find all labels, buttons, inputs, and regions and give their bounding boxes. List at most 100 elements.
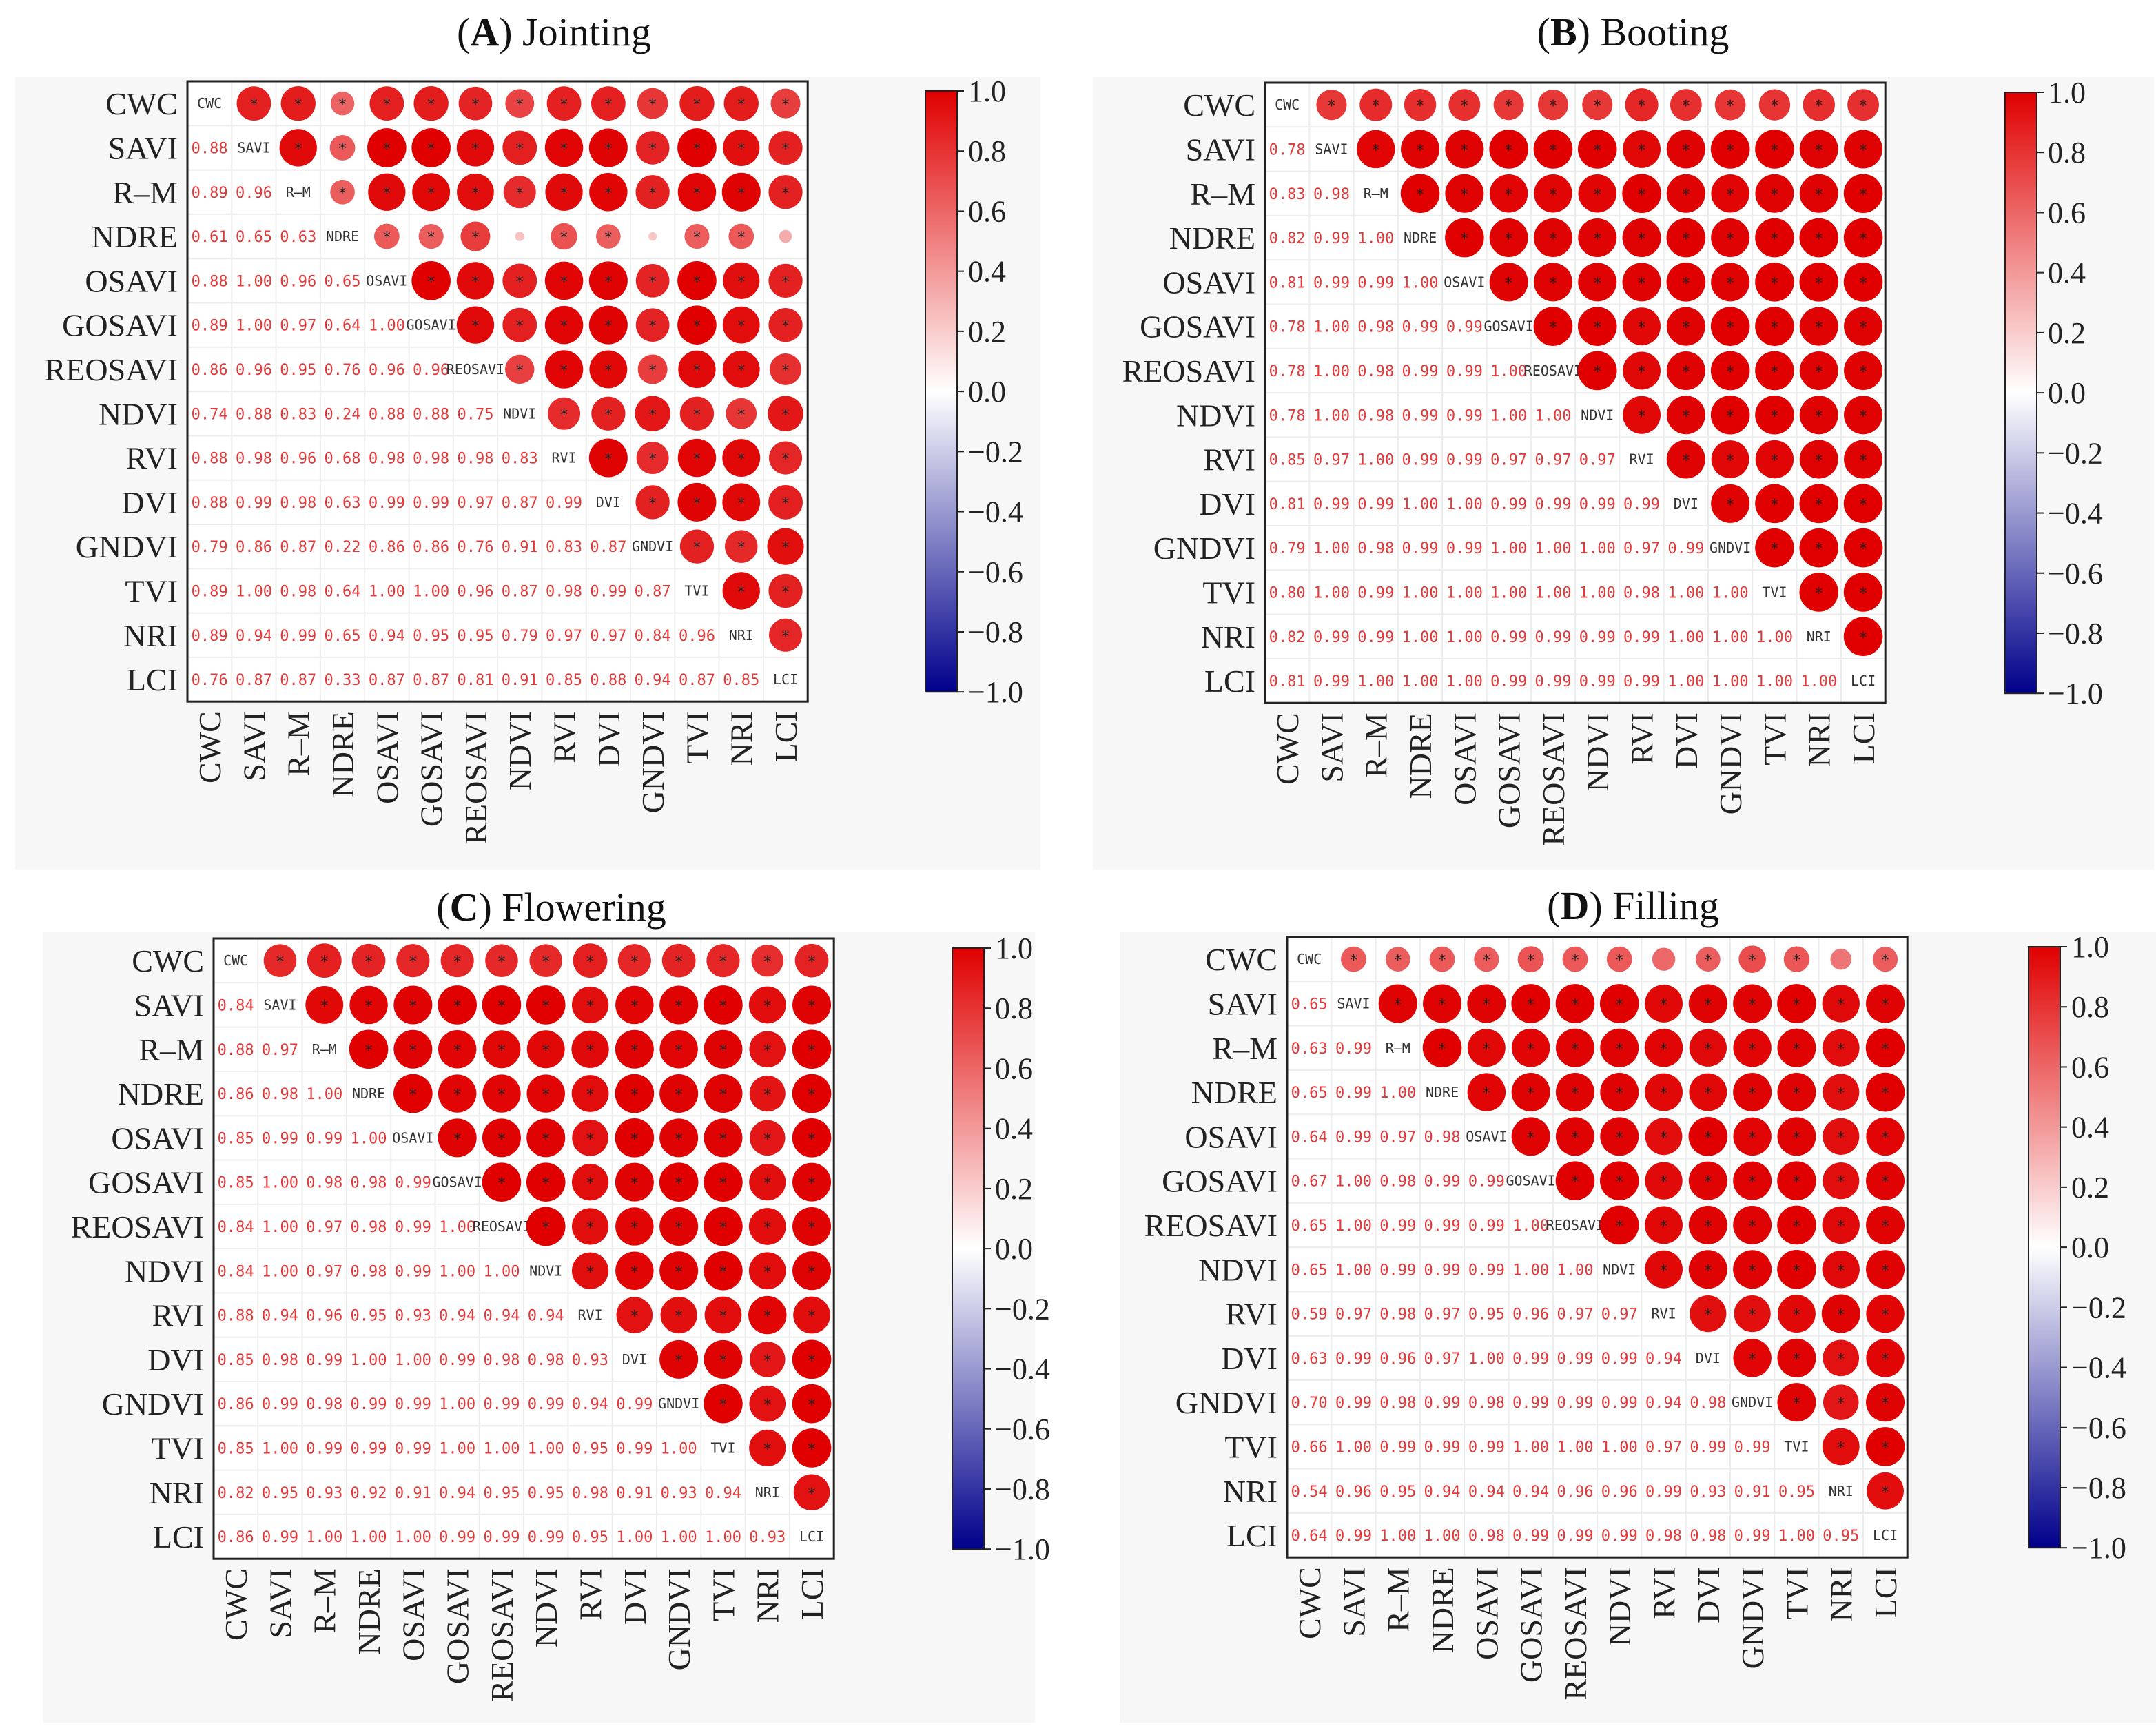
significance-star: * [1860,275,1867,292]
correlation-circle [572,1120,608,1156]
significance-star: * [1594,275,1601,292]
significance-star: * [1571,1041,1579,1058]
significance-star: * [737,362,745,380]
colorbar [952,947,985,1550]
correlation-circle [723,85,759,121]
value-label: 1.00 [1512,1218,1549,1235]
value-label: 0.86 [218,1529,254,1546]
row-label: DVI [147,1342,204,1377]
correlation-circle [722,351,760,388]
value-label: 0.99 [1645,1484,1682,1501]
significance-star: * [737,495,745,513]
value-label: 0.98 [280,495,316,512]
significance-star: * [1638,320,1645,337]
correlation-circle [1688,1117,1728,1156]
correlation-circle [792,985,832,1025]
value-label: 0.96 [1379,1351,1416,1368]
significance-star: * [808,1397,816,1414]
value-label: 0.88 [413,406,449,423]
correlation-circle [1622,263,1661,302]
title-text: ) Filling [1589,883,1719,928]
correlation-circle [1803,88,1835,121]
colorbar-tick-label: 1.0 [995,932,1033,965]
significance-star: * [604,185,612,203]
correlation-circle [1670,89,1702,121]
correlation-circle [1623,396,1661,434]
significance-star: * [649,274,657,291]
value-label: 0.98 [1468,1395,1505,1412]
correlation-circle [438,1030,477,1069]
value-label: 0.99 [1534,629,1571,646]
panel-C: (C) Flowering CWC * * * * * * * * * * * * * 0.84 SAVI * * *… [43,885,1050,1723]
colorbar-tick-label: −0.8 [995,1472,1050,1506]
column-label: GOSAVI [440,1568,475,1684]
value-label: 0.81 [457,672,493,689]
value-label: 0.95 [1468,1306,1505,1324]
value-label: 0.99 [1402,407,1439,424]
correlation-circle [1755,528,1794,568]
correlation-circle [1467,984,1506,1023]
value-label: 0.99 [1690,1439,1726,1456]
correlation-circle [1777,1073,1816,1112]
correlation-circle [704,1207,743,1246]
significance-star: * [1682,187,1690,204]
significance-star: * [497,1176,505,1193]
correlation-circle [1688,1205,1727,1244]
value-label: 0.85 [546,672,582,689]
correlation-circle [1599,1161,1639,1200]
diagonal-label: R–M [312,1041,337,1058]
significance-star: * [1815,453,1823,470]
value-label: 0.99 [1601,1395,1638,1412]
value-label: 0.99 [1579,629,1616,646]
value-label: 0.91 [502,672,538,689]
significance-star: * [1616,1174,1623,1191]
title-text: ) Jointing [499,10,651,54]
colorbar-tick-label: 0.6 [968,194,1006,228]
correlation-circle [1823,1074,1860,1111]
value-label: 1.00 [616,1529,653,1546]
value-label: 0.64 [325,318,361,335]
correlation-circle [1645,1250,1683,1289]
correlation-circle [1799,130,1838,169]
correlation-circle [792,1162,832,1202]
significance-star: * [1682,231,1690,248]
colorbar-tick-label: 0.2 [995,1172,1033,1206]
column-label: GNDVI [1713,712,1748,814]
colorbar-tick-label: −0.6 [995,1413,1050,1446]
correlation-circle [1359,88,1393,121]
colorbar-tick-label: 1.0 [2048,76,2086,110]
value-label: 0.84 [218,997,254,1014]
value-label: 0.98 [1468,1528,1505,1545]
value-label: 0.99 [1402,540,1439,557]
significance-star: * [1660,1262,1667,1280]
significance-star: * [719,1264,727,1281]
significance-star: * [1682,98,1690,115]
value-label: 0.99 [369,495,405,512]
colorbar-tick-label: −0.2 [2071,1291,2126,1324]
diagonal-label: TVI [1784,1438,1809,1455]
significance-star: * [560,229,568,247]
value-label: 0.99 [1512,1351,1549,1368]
colorbar-tick-label: 0.0 [2048,376,2086,410]
value-label: 0.99 [262,1130,298,1147]
significance-star: * [1727,497,1734,514]
significance-star: * [1704,1307,1712,1324]
column-label: OSAVI [1447,712,1482,805]
correlation-circle [596,224,621,249]
correlation-circle [1577,307,1617,346]
diagonal-label: OSAVI [392,1129,433,1146]
row-label: OSAVI [85,263,178,298]
value-label: 0.96 [280,273,316,290]
correlation-circle [1474,947,1499,972]
correlation-circle [485,944,518,977]
significance-star: * [1815,408,1823,425]
colorbar-tick-label: −0.4 [995,1353,1050,1386]
value-label: 0.95 [1823,1528,1859,1545]
value-label: 0.87 [413,672,449,689]
correlation-circle [1872,947,1898,972]
correlation-circle [591,86,626,121]
value-label: 1.00 [1446,629,1483,646]
significance-star: * [782,362,790,380]
significance-star: * [1417,142,1424,159]
